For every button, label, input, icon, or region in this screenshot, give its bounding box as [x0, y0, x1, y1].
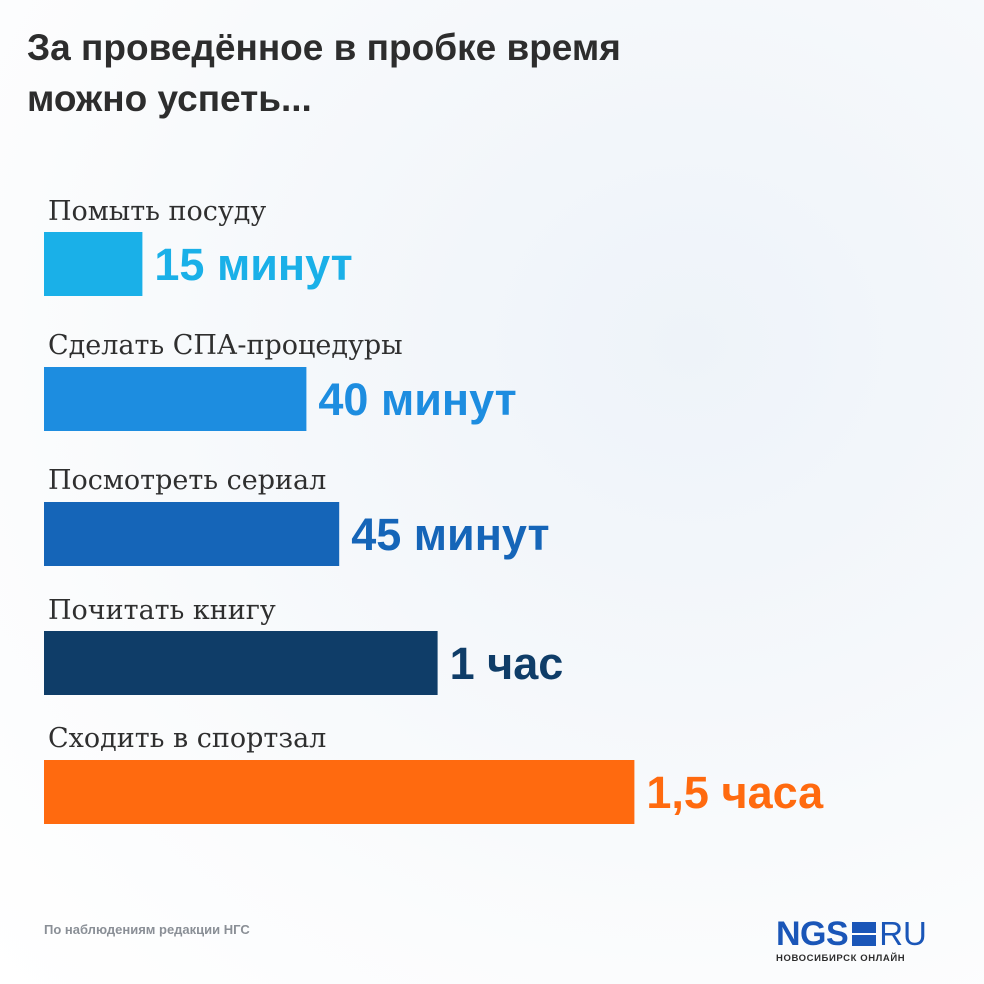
- value-label-3: 45 минут: [351, 509, 549, 560]
- value-label-4: 1 час: [450, 638, 564, 689]
- bar-5: [44, 760, 635, 824]
- value-label-1: 15 минут: [154, 239, 352, 290]
- page-title: За проведённое в пробке время можно успе…: [27, 22, 787, 124]
- bar-1: [44, 232, 143, 296]
- logo-square-icon: [852, 922, 877, 946]
- bar-2: [44, 367, 307, 431]
- source-note: По наблюдениям редакции НГС: [44, 922, 250, 937]
- category-label-5: Сходить в спортзал: [48, 723, 326, 754]
- logo-wordmark: NGS RU: [776, 915, 956, 953]
- value-label-2: 40 минут: [318, 374, 516, 425]
- category-label-4: Почитать книгу: [48, 595, 276, 626]
- logo-subtitle: НОВОСИБИРСК ОНЛАЙН: [776, 953, 906, 964]
- bar-4: [44, 631, 438, 695]
- title-line-1: За проведённое в пробке время: [27, 27, 621, 68]
- bar-3: [44, 502, 340, 566]
- logo-tld: RU: [879, 915, 927, 952]
- category-label-1: Помыть посуду: [48, 196, 266, 227]
- title-line-2: можно успеть...: [27, 78, 312, 119]
- ngs-logo: NGS RU НОВОСИБИРСК ОНЛАЙН: [776, 915, 956, 965]
- category-label-3: Посмотреть сериал: [48, 465, 326, 496]
- value-label-5: 1,5 часа: [646, 767, 824, 818]
- category-label-2: Сделать СПА-процедуры: [48, 330, 403, 361]
- logo-brand: NGS: [776, 915, 849, 953]
